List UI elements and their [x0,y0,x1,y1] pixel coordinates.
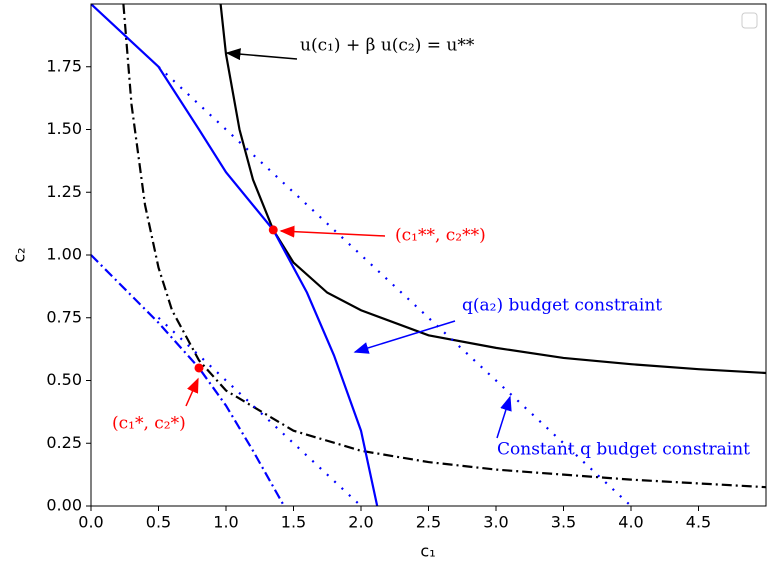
x-tick-label: 0.5 [146,513,171,532]
arrow [225,48,298,61]
y-tick-label: 0.25 [46,433,82,452]
x-tick-label: 0.0 [78,513,103,532]
legend-box [741,12,758,29]
annotation: u(c₁) + β u(c₂) = u** [300,36,475,56]
x-tick-label: 3.5 [551,513,576,532]
curve [91,254,286,506]
point [194,363,204,373]
x-axis-label: c₁ [420,542,435,561]
axes-frame [90,3,767,507]
y-tick-label: 1.00 [46,245,82,264]
y-tick-label: 1.75 [46,56,82,75]
x-tick-label: 2.5 [416,513,441,532]
y-tick-label: 1.50 [46,119,82,138]
x-tick-label: 1.0 [213,513,238,532]
x-tick-label: 4.5 [686,513,711,532]
y-axis-label: c₂ [10,247,29,262]
point [268,225,278,235]
y-tick-label: 0.00 [46,496,82,515]
y-tick-label: 0.75 [46,307,82,326]
annotation: (c₁**, c₂**) [395,226,486,246]
x-tick-label: 4.0 [618,513,643,532]
y-tick-label: 0.50 [46,370,82,389]
curve [219,4,766,375]
annotation: q(a₂) budget constraint [462,296,662,316]
y-tick-label: 1.25 [46,182,82,201]
arrow [353,320,456,354]
plot-area [91,4,766,506]
arrow [496,395,512,439]
annotation: Constant q budget constraint [497,440,750,460]
arrow [279,225,386,238]
annotation: (c₁*, c₂*) [112,414,186,434]
x-tick-label: 2.0 [348,513,373,532]
x-tick-label: 3.0 [483,513,508,532]
arrow [185,377,199,407]
curve [157,316,362,506]
curve [122,4,766,489]
x-tick-label: 1.5 [281,513,306,532]
